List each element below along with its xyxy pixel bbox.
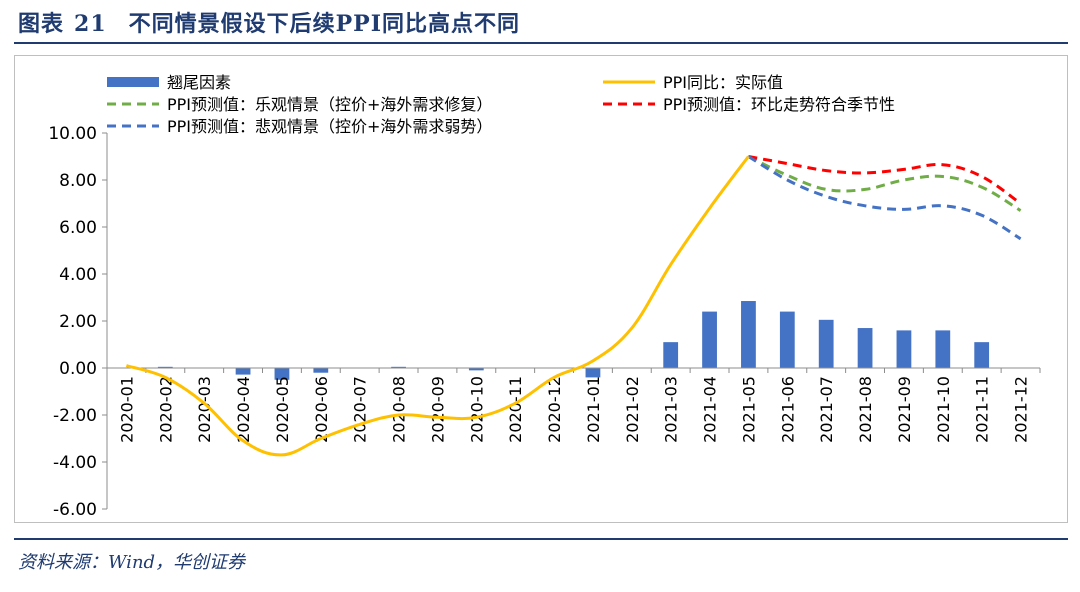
- x-tick-label: 2021-10: [934, 376, 953, 443]
- legend-item-4: PPI预测值：悲观情景（控价+海外需求弱势）: [107, 117, 492, 136]
- y-tick-label: -4.00: [53, 453, 97, 473]
- series-line-1: [747, 155, 1022, 212]
- x-tick-label: 2021-03: [662, 376, 681, 443]
- chart: 翘尾因素 PPI同比：实际值 PPI预测值：乐观情景（控价+海外需求修复） PPI预测…: [48, 73, 1041, 520]
- legend-swatch: [107, 77, 159, 87]
- x-tick-label: 2020-12: [545, 376, 564, 443]
- source-note: 资料来源：Wind，华创证券: [18, 552, 246, 573]
- legend-item-3: PPI预测值：环比走势符合季节性: [603, 95, 895, 114]
- figure-number: 21: [74, 11, 107, 37]
- x-tick-label: 2020-11: [506, 376, 525, 443]
- legend-item-2: PPI预测值：乐观情景（控价+海外需求修复）: [107, 95, 492, 114]
- x-tick-label: 2020-04: [234, 376, 253, 443]
- bar: [585, 368, 601, 378]
- legend-item-0: 翘尾因素: [107, 73, 231, 92]
- x-tick-label: 2020-02: [156, 376, 175, 443]
- series-line-0: [125, 155, 750, 457]
- bar: [974, 342, 990, 368]
- y-tick-label: 4.00: [59, 265, 97, 285]
- source-rule: [14, 538, 1068, 540]
- bar: [391, 366, 406, 368]
- bar: [663, 342, 679, 368]
- x-tick-label: 2020-01: [117, 376, 136, 443]
- x-tick-label: 2020-08: [390, 376, 409, 443]
- x-tick-label: 2021-11: [973, 376, 992, 443]
- legend-label: PPI预测值：环比走势符合季节性: [663, 95, 895, 114]
- series-line-3: [747, 155, 1022, 241]
- y-tick-label: 8.00: [59, 171, 97, 191]
- legend-label: PPI预测值：悲观情景（控价+海外需求弱势）: [167, 117, 492, 136]
- y-tick-label: -6.00: [53, 500, 97, 520]
- x-axis: 2020-01 2020-02 2020-03 2020-04 2020-05 2020-…: [106, 367, 1041, 443]
- bar: [896, 330, 912, 368]
- x-tick-label: 2020-09: [428, 376, 447, 443]
- legend-label: PPI同比：实际值: [663, 73, 783, 92]
- x-tick-label: 2020-03: [195, 376, 214, 443]
- x-tick-label: 2021-05: [739, 376, 758, 443]
- bar: [157, 366, 173, 368]
- x-tick-label: 2021-07: [817, 376, 836, 443]
- bar: [274, 368, 290, 380]
- chart-frame: 翘尾因素 PPI同比：实际值 PPI预测值：乐观情景（控价+海外需求修复） PPI预测…: [14, 55, 1068, 523]
- title-rule: [14, 42, 1068, 44]
- x-tick-label: 2021-01: [584, 376, 603, 443]
- x-tick-label: 2021-02: [623, 376, 642, 443]
- y-tick-label: 0.00: [59, 359, 97, 379]
- bar: [818, 319, 834, 368]
- bars: [157, 301, 990, 380]
- bar: [235, 368, 251, 375]
- x-tick-label: 2021-04: [701, 376, 720, 443]
- x-tick-label: 2020-10: [467, 376, 486, 443]
- figure-title: 图表 21 不同情景假设下后续PPI同比高点不同: [18, 6, 520, 38]
- y-tick-label: 6.00: [59, 218, 97, 238]
- bar: [857, 328, 873, 368]
- legend-item-1: PPI同比：实际值: [603, 73, 783, 92]
- x-tick-label: 2021-12: [1012, 376, 1031, 443]
- bar: [935, 330, 951, 368]
- legend: 翘尾因素 PPI同比：实际值 PPI预测值：乐观情景（控价+海外需求修复） PPI预测…: [107, 73, 895, 136]
- y-axis: 10.00 8.00 6.00 4.00 2.00 0.00 -2.00 -4.00 -6.00: [48, 124, 108, 520]
- x-tick-label: 2021-09: [895, 376, 914, 443]
- series-line-2: [748, 155, 1022, 205]
- lines: [125, 155, 1022, 457]
- bar: [313, 368, 329, 373]
- bar: [468, 368, 484, 371]
- x-tick-label: 2021-08: [856, 376, 875, 443]
- bar: [702, 311, 717, 368]
- y-tick-label: 10.00: [48, 124, 97, 144]
- bar: [779, 311, 795, 368]
- legend-label: PPI预测值：乐观情景（控价+海外需求修复）: [167, 95, 492, 114]
- x-tick-label: 2020-07: [351, 376, 370, 443]
- y-tick-label: 2.00: [59, 312, 97, 332]
- legend-label: 翘尾因素: [167, 73, 231, 92]
- figure-title-text: 不同情景假设下后续PPI同比高点不同: [128, 11, 521, 37]
- figure-label: 图表: [18, 11, 65, 37]
- x-tick-label: 2020-05: [273, 376, 292, 443]
- x-tick-label: 2020-06: [312, 376, 331, 443]
- x-tick-label: 2021-06: [778, 376, 797, 443]
- bar: [741, 301, 756, 368]
- y-tick-label: -2.00: [53, 406, 97, 426]
